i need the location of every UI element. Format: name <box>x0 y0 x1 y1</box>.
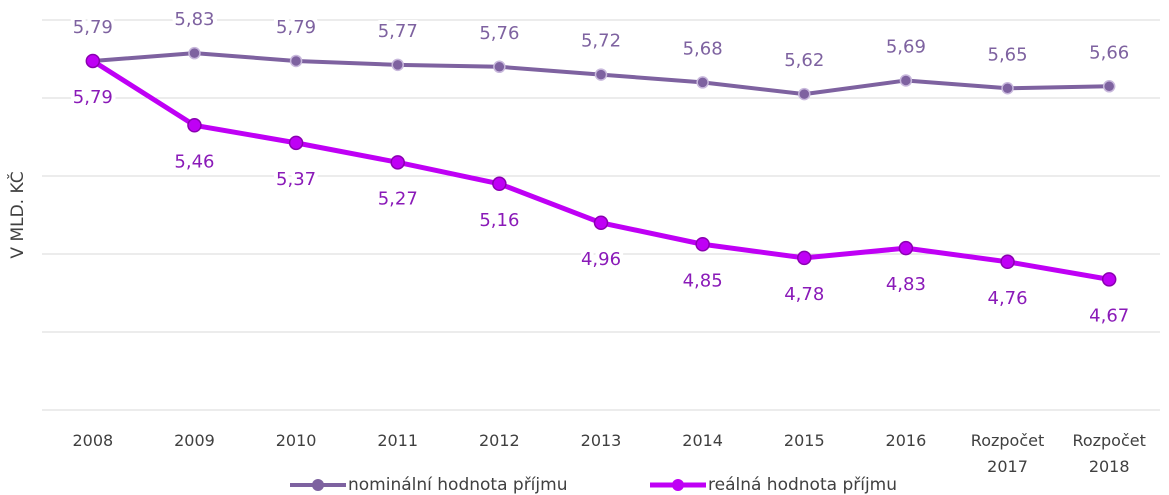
data-point <box>289 54 303 68</box>
data-point <box>1000 254 1015 270</box>
data-point <box>188 46 201 60</box>
data-label: 4,76 <box>988 288 1028 309</box>
data-point <box>288 135 304 151</box>
data-label: 4,78 <box>784 284 824 305</box>
x-tick-label: 2014 <box>682 431 723 450</box>
data-label: 4,83 <box>886 274 926 295</box>
x-tick-label: 2015 <box>783 431 825 450</box>
data-point <box>390 155 405 170</box>
data-label: 5,16 <box>479 210 519 231</box>
data-label: 4,67 <box>1089 305 1129 326</box>
legend-swatch-marker <box>672 479 684 491</box>
data-label: 5,66 <box>1089 42 1129 63</box>
data-point <box>493 60 506 74</box>
x-tick-label: 2011 <box>377 431 419 450</box>
data-point <box>593 215 609 231</box>
series-line <box>91 58 1110 282</box>
legend-item: reálná hodnota příjmu <box>650 475 897 495</box>
data-point <box>899 74 913 87</box>
data-point <box>798 87 811 101</box>
x-tick-label: 2010 <box>275 431 317 450</box>
data-label: 5,76 <box>479 23 519 44</box>
x-tick-label: Rozpočet 2018 <box>1072 431 1146 476</box>
x-tick-label: 2012 <box>479 431 520 450</box>
data-point <box>492 176 507 192</box>
y-axis-label: V MLD. KČ <box>6 171 28 258</box>
data-label: 5,68 <box>683 38 723 59</box>
data-label: 5,79 <box>73 17 113 38</box>
data-label: 5,46 <box>174 151 214 172</box>
data-label: 5,83 <box>174 9 214 30</box>
data-label: 5,77 <box>378 21 418 42</box>
data-label: 5,79 <box>276 17 316 38</box>
data-point <box>187 118 202 133</box>
data-point <box>898 240 914 256</box>
data-point <box>695 237 710 252</box>
x-tick-label: 2008 <box>72 431 114 450</box>
x-tick-label: Rozpočet 2017 <box>970 431 1045 476</box>
data-point <box>1101 272 1117 287</box>
data-label: 5,69 <box>886 36 926 57</box>
x-tick-label: 2016 <box>885 431 927 450</box>
data-point <box>85 53 101 69</box>
data-label: 5,62 <box>784 50 824 71</box>
legend-label: reálná hodnota příjmu <box>708 475 897 495</box>
x-tick-label: 2013 <box>580 431 622 450</box>
data-label: 5,27 <box>378 188 418 209</box>
legend-label: nominální hodnota příjmu <box>348 475 567 495</box>
legend-item: nominální hodnota příjmu <box>290 475 567 495</box>
data-point <box>1001 82 1014 95</box>
data-label: 4,85 <box>683 270 723 291</box>
data-point <box>696 76 709 89</box>
data-point <box>1102 80 1116 93</box>
data-label: 5,72 <box>581 31 621 52</box>
data-point <box>797 250 812 266</box>
x-tick-label: 2009 <box>174 431 215 450</box>
data-point <box>594 68 608 81</box>
data-label: 4,96 <box>581 249 621 270</box>
data-label: 5,65 <box>988 44 1028 65</box>
data-label: 5,37 <box>276 169 316 190</box>
legend-swatch-marker <box>312 479 324 491</box>
data-point <box>391 58 404 72</box>
data-label: 5,79 <box>73 87 113 108</box>
